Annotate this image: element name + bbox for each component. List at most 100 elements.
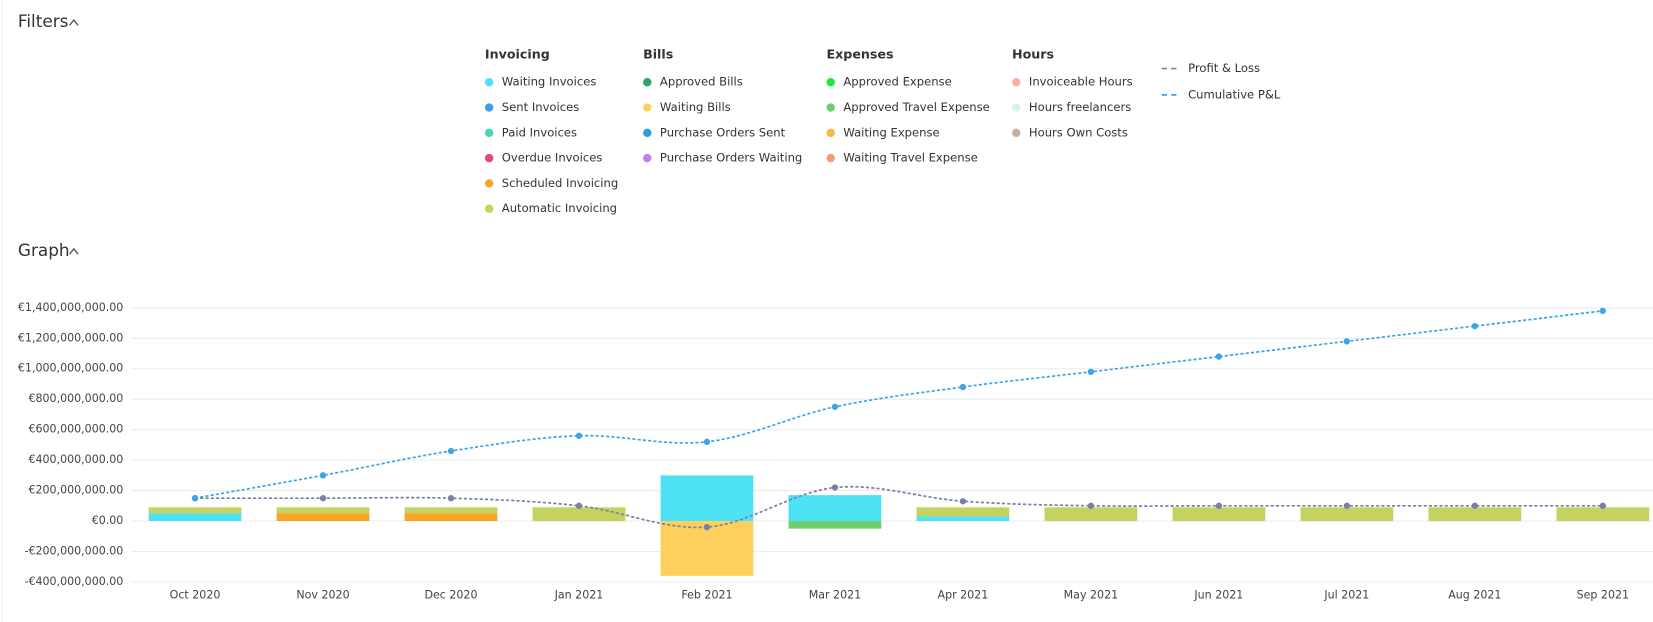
point bbox=[1471, 502, 1479, 509]
y-tick-label: €1,000,000,000.00 bbox=[18, 362, 123, 375]
legend-swatch bbox=[484, 103, 494, 112]
bar bbox=[532, 507, 626, 522]
point bbox=[959, 498, 967, 505]
legend-swatch bbox=[1012, 128, 1021, 138]
bar bbox=[404, 513, 498, 522]
graph-title[interactable]: Graph bbox=[18, 240, 70, 260]
legend-swatch bbox=[1012, 78, 1021, 87]
x-tick-label: Apr 2021 bbox=[938, 589, 989, 602]
legend-swatch bbox=[826, 103, 835, 112]
legend-item[interactable]: Sent Invoices bbox=[502, 100, 579, 114]
chevron[interactable] bbox=[69, 247, 79, 255]
line bbox=[194, 310, 1603, 500]
point bbox=[575, 502, 583, 509]
legend-item[interactable]: Waiting Expense bbox=[843, 125, 939, 139]
legend-swatch bbox=[643, 78, 652, 87]
filters-title[interactable]: Filters bbox=[18, 11, 69, 31]
x-tick-label: May 2021 bbox=[1064, 589, 1118, 602]
bar bbox=[276, 507, 370, 514]
legend-item[interactable]: Automatic Invoicing bbox=[502, 201, 617, 215]
point bbox=[703, 438, 711, 446]
legend-item[interactable]: Waiting Bills bbox=[660, 100, 731, 114]
point bbox=[1343, 502, 1351, 509]
point bbox=[1471, 322, 1479, 330]
legend-swatch bbox=[826, 153, 835, 163]
point bbox=[1215, 353, 1223, 360]
point bbox=[831, 403, 839, 410]
point bbox=[959, 383, 967, 391]
legend-item[interactable]: Hours Own Costs bbox=[1029, 125, 1128, 139]
point bbox=[447, 447, 455, 455]
legend-item[interactable]: Invoiceable Hours bbox=[1029, 75, 1133, 89]
y-tick-label: €1,200,000,000.00 bbox=[18, 331, 123, 344]
legend-item[interactable]: Approved Expense bbox=[843, 75, 951, 89]
line bbox=[195, 485, 1603, 529]
x-tick-label: Jul 2021 bbox=[1323, 589, 1369, 602]
legend-item[interactable]: Waiting Invoices bbox=[502, 75, 597, 89]
x-tick-label: Sep 2021 bbox=[1577, 589, 1629, 602]
legend-item[interactable]: Profit & Loss bbox=[1188, 61, 1260, 75]
bar bbox=[1172, 507, 1266, 522]
legend-swatch bbox=[643, 128, 652, 138]
bar bbox=[1300, 507, 1394, 522]
legend-swatch bbox=[484, 153, 494, 163]
legend-swatch bbox=[484, 179, 494, 188]
legend-item[interactable]: Purchase Orders Sent bbox=[660, 125, 786, 139]
point bbox=[575, 432, 583, 439]
legend-group-title: Invoicing bbox=[485, 46, 550, 61]
bar bbox=[404, 507, 498, 514]
point bbox=[1087, 502, 1095, 509]
y-tick-label: €1,400,000,000.00 bbox=[18, 301, 123, 314]
y-tick-label: €400,000,000.00 bbox=[28, 453, 123, 466]
bar bbox=[148, 513, 242, 522]
legend-swatch bbox=[826, 128, 835, 138]
point bbox=[319, 472, 327, 479]
point bbox=[831, 484, 839, 491]
legend-item[interactable]: Cumulative P&L bbox=[1188, 87, 1281, 101]
y-tick-label: -€200,000,000.00 bbox=[24, 544, 123, 557]
legend-group-title: Expenses bbox=[827, 46, 894, 61]
bar bbox=[276, 513, 370, 522]
point bbox=[447, 495, 455, 502]
chevron[interactable] bbox=[69, 18, 79, 26]
x-tick-label: Nov 2020 bbox=[296, 589, 349, 602]
x-tick-label: Jan 2021 bbox=[554, 589, 604, 602]
legend-swatch bbox=[1012, 103, 1021, 112]
legend-swatch bbox=[484, 128, 494, 138]
legend-item[interactable]: Waiting Travel Expense bbox=[843, 151, 977, 165]
y-tick-label: €200,000,000.00 bbox=[28, 484, 123, 497]
legend-swatch bbox=[826, 78, 835, 87]
x-tick-label: Oct 2020 bbox=[170, 589, 221, 602]
legend-group-title: Bills bbox=[643, 46, 673, 61]
legend-item[interactable]: Hours freelancers bbox=[1029, 100, 1131, 114]
point bbox=[191, 495, 199, 502]
bar bbox=[788, 521, 882, 529]
legend-item[interactable]: Scheduled Invoicing bbox=[502, 176, 618, 190]
point bbox=[1599, 307, 1606, 315]
legend-item[interactable]: Paid Invoices bbox=[502, 125, 577, 139]
legend-item[interactable]: Overdue Invoices bbox=[502, 151, 603, 165]
bar bbox=[916, 507, 1010, 517]
legend-item[interactable]: Purchase Orders Waiting bbox=[660, 151, 802, 165]
bar bbox=[1044, 507, 1138, 522]
y-tick-label: -€400,000,000.00 bbox=[24, 575, 123, 588]
legend-item[interactable]: Approved Travel Expense bbox=[843, 100, 989, 114]
bar bbox=[916, 516, 1010, 522]
x-tick-label: Dec 2020 bbox=[424, 589, 477, 602]
x-tick-label: Mar 2021 bbox=[809, 589, 861, 602]
legend-group-title: Hours bbox=[1012, 46, 1054, 61]
bar bbox=[1428, 507, 1522, 522]
point bbox=[1343, 338, 1351, 345]
point bbox=[1087, 368, 1095, 375]
legend-item[interactable]: Approved Bills bbox=[660, 75, 743, 89]
bar bbox=[660, 475, 754, 522]
point bbox=[1599, 502, 1606, 509]
y-tick-label: €800,000,000.00 bbox=[28, 392, 123, 405]
y-tick-label: €600,000,000.00 bbox=[28, 423, 123, 436]
x-tick-label: Aug 2021 bbox=[1448, 589, 1501, 602]
point bbox=[703, 523, 711, 531]
legend-swatch bbox=[643, 153, 652, 163]
bar bbox=[148, 507, 242, 514]
x-tick-label: Jun 2021 bbox=[1193, 589, 1243, 602]
